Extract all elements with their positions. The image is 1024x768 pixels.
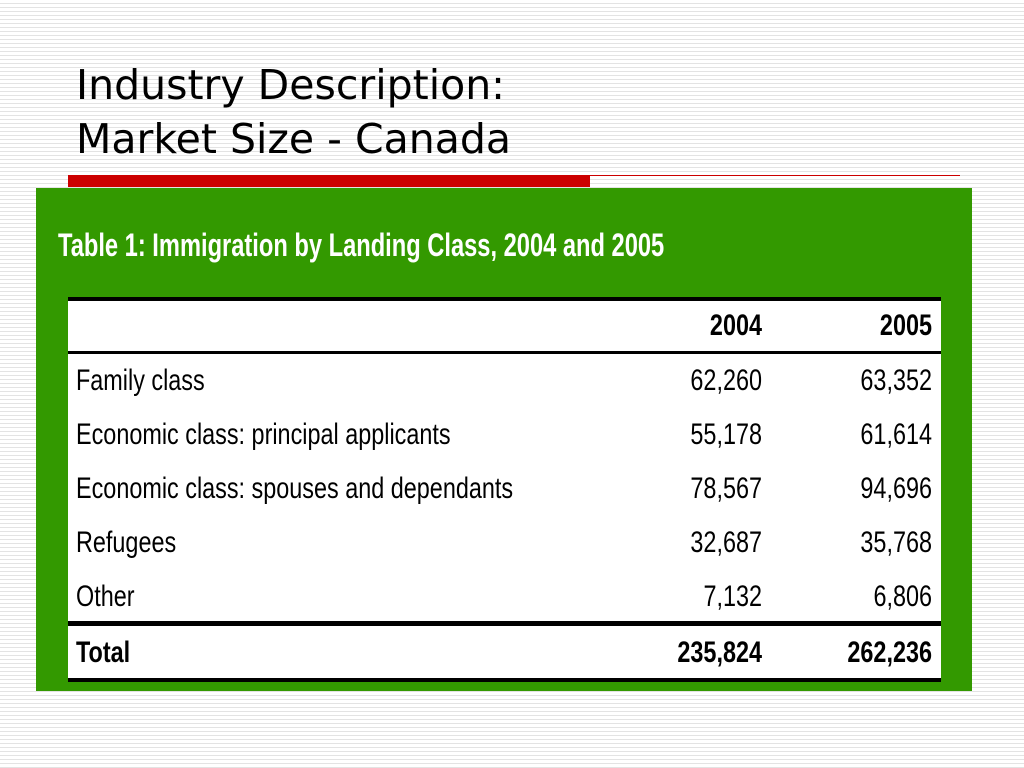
row-value-2005: 6,806 [873, 580, 932, 613]
slide-title: Industry Description: Market Size - Cana… [76, 58, 511, 166]
total-value-2004: 235,824 [677, 636, 762, 669]
row-value-2005: 61,614 [860, 418, 932, 451]
row-label: Economic class: spouses and dependants [76, 472, 514, 505]
table-caption: Table 1: Immigration by Landing Class, 2… [58, 227, 665, 263]
row-value-2005: 35,768 [860, 526, 932, 559]
title-underline-red [68, 175, 590, 187]
title-underline-thin [590, 175, 960, 176]
column-header-2005: 2005 [879, 309, 932, 342]
row-label: Economic class: principal applicants [76, 418, 451, 451]
table-row: Other 7,132 6,806 [68, 570, 941, 624]
table-header-row: 2004 2005 [68, 299, 941, 353]
table-row: Family class 62,260 63,352 [68, 354, 941, 408]
slide-title-line-2: Market Size - Canada [76, 115, 512, 163]
total-value-2005: 262,236 [847, 636, 932, 669]
row-value-2004: 55,178 [690, 418, 762, 451]
row-value-2004: 7,132 [703, 580, 762, 613]
table-row: Economic class: spouses and dependants 7… [68, 462, 941, 516]
table-total-rule [68, 621, 941, 626]
table-header-rule [68, 351, 941, 354]
row-label: Refugees [76, 526, 177, 559]
column-header-category [76, 299, 466, 353]
row-value-2004: 32,687 [690, 526, 762, 559]
table-row: Economic class: principal applicants 55,… [68, 408, 941, 462]
row-label: Other [76, 580, 135, 613]
row-value-2004: 62,260 [690, 364, 762, 397]
total-label: Total [76, 636, 131, 669]
table-row: Refugees 32,687 35,768 [68, 516, 941, 570]
row-value-2005: 63,352 [860, 364, 932, 397]
table-top-rule [68, 297, 941, 301]
immigration-table: 2004 2005 Family class 62,260 63,352 Eco… [68, 297, 941, 682]
table-bottom-rule [68, 678, 941, 682]
table-total-row: Total 235,824 262,236 [68, 626, 941, 680]
column-header-2004: 2004 [709, 309, 762, 342]
row-label: Family class [76, 364, 205, 397]
slide-title-line-1: Industry Description: [76, 61, 505, 109]
row-value-2004: 78,567 [690, 472, 762, 505]
row-value-2005: 94,696 [860, 472, 932, 505]
